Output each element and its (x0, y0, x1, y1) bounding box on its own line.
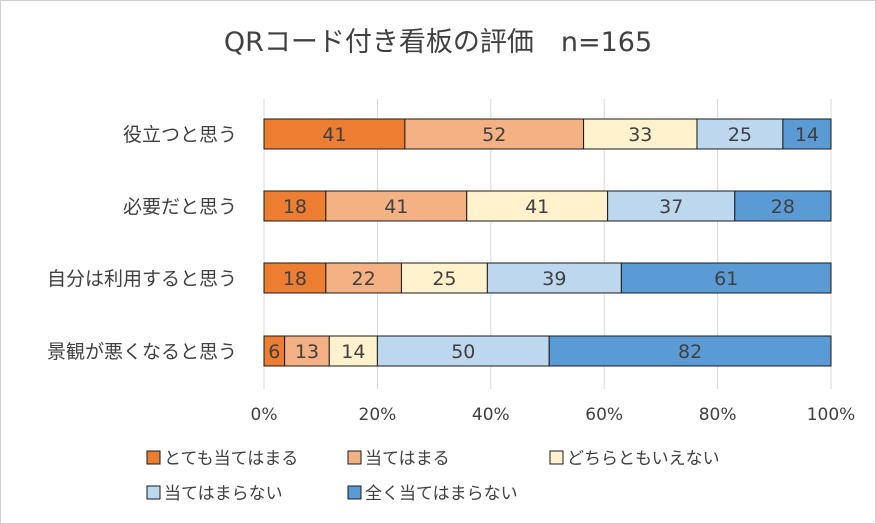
data-label: 18 (283, 196, 307, 218)
bar-segment (486, 262, 622, 294)
x-tick-label: 60% (585, 405, 623, 425)
data-label: 6 (268, 341, 280, 363)
data-label: 18 (283, 268, 307, 290)
data-label: 14 (795, 124, 819, 146)
legend-swatch (549, 450, 564, 465)
bars: 41 52 33 25 14 18 41 41 37 28 18 22 25 39 61 6 13 14 50 82 (263, 118, 832, 367)
bar-segment (263, 190, 327, 222)
bar-segment (325, 262, 402, 294)
x-tick-label: 20% (359, 405, 397, 425)
data-label: 22 (352, 268, 376, 290)
bar-segment (284, 335, 330, 367)
data-label: 52 (482, 124, 506, 146)
data-label: 61 (714, 268, 738, 290)
legend-swatch (347, 485, 362, 500)
legend-swatch (347, 450, 362, 465)
legend-label: 当てはまらない (164, 484, 283, 504)
bar-segment (325, 190, 468, 222)
bar-segment (607, 190, 736, 222)
bar-segment (620, 262, 832, 294)
bar-segment (734, 190, 832, 222)
bar-segment (328, 335, 378, 367)
bar-segment (400, 262, 488, 294)
legend-label: 当てはまる (365, 449, 450, 469)
data-label: 41 (384, 196, 408, 218)
bar-segment (263, 262, 327, 294)
data-label: 37 (659, 196, 683, 218)
legend-label: どちらともいえない (567, 449, 720, 469)
data-label: 41 (322, 124, 346, 146)
x-tick-label: 0% (251, 405, 278, 425)
data-label: 82 (678, 341, 702, 363)
x-tick-label: 40% (472, 405, 510, 425)
bar-segment (782, 118, 832, 150)
data-label: 33 (628, 124, 652, 146)
bar-segment (466, 190, 609, 222)
x-tick-label: 80% (699, 405, 737, 425)
legend-swatch (146, 450, 161, 465)
category-label: 景観が悪くなると思う (47, 341, 237, 363)
data-label: 50 (451, 341, 475, 363)
legend-label: 全く当てはまらない (365, 484, 518, 504)
legend-label: とても当てはまる (164, 449, 298, 469)
bar-segment (376, 335, 550, 367)
data-label: 41 (525, 196, 549, 218)
x-tick-label: 100% (807, 405, 856, 425)
x-tick-labels: 0% 20% 40% 60% 80% 100% (251, 405, 856, 425)
category-label: 自分は利用すると思う (47, 268, 237, 290)
bar-segment (696, 118, 784, 150)
category-label: 役立つと思う (123, 124, 237, 146)
bar-segment (263, 118, 406, 150)
bar-segment (548, 335, 832, 367)
legend-swatch (146, 485, 161, 500)
data-label: 39 (542, 268, 566, 290)
data-label: 25 (728, 124, 752, 146)
category-label: 必要だと思う (123, 196, 237, 218)
data-label: 25 (432, 268, 456, 290)
data-label: 14 (341, 341, 365, 363)
data-label: 13 (295, 341, 319, 363)
chart-title: QRコード付き看板の評価 n=165 (224, 27, 652, 58)
data-label: 28 (771, 196, 795, 218)
